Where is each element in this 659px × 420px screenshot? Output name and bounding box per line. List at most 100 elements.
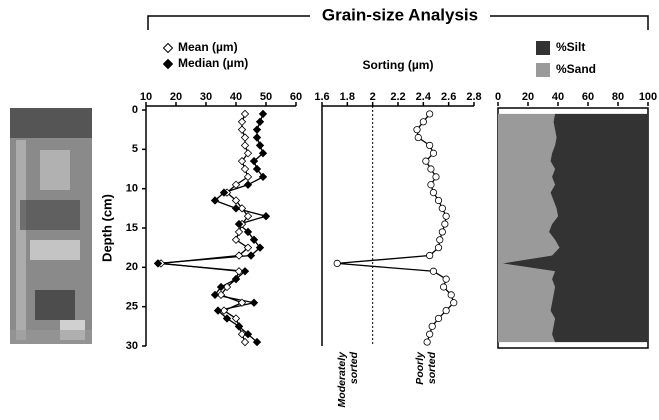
marker	[333, 259, 341, 267]
x-tick-label: 2.6	[441, 91, 456, 103]
x-tick-label: 100	[639, 91, 657, 103]
marker	[219, 306, 229, 315]
x-tick-label: 60	[290, 91, 302, 103]
marker	[237, 204, 247, 213]
marker	[429, 267, 438, 275]
y-axis-label: Depth (cm)	[99, 194, 114, 262]
x-tick-label: 10	[140, 91, 152, 103]
legend-swatch	[536, 41, 550, 55]
marker	[222, 314, 232, 323]
marker	[240, 337, 250, 347]
marker	[252, 337, 262, 347]
marker	[243, 212, 253, 221]
marker	[423, 338, 431, 346]
marker	[237, 117, 247, 126]
annotation: Moderately	[336, 351, 348, 408]
legend-label: Median (µm)	[178, 56, 248, 70]
marker	[213, 306, 223, 315]
x-tick-label: 60	[582, 91, 594, 103]
marker	[234, 267, 244, 276]
y-tick-label: 15	[126, 222, 138, 234]
marker	[426, 110, 434, 118]
y-tick-label: 30	[126, 340, 138, 352]
area	[498, 113, 560, 343]
marker	[258, 149, 268, 158]
marker	[249, 235, 259, 244]
marker	[426, 330, 434, 338]
marker	[231, 314, 241, 323]
x-tick-label: 2.8	[466, 91, 481, 103]
x-tick-label: 2.2	[390, 91, 405, 103]
title-bracket	[147, 15, 649, 30]
y-tick-label: 20	[126, 261, 138, 273]
marker	[427, 181, 435, 189]
marker	[243, 243, 253, 252]
marker	[240, 267, 250, 276]
annotation: Poorly	[414, 351, 426, 385]
marker	[419, 118, 427, 126]
series-line	[337, 113, 455, 343]
x-tick-label: 20	[522, 91, 534, 103]
marker	[234, 219, 244, 229]
marker	[450, 299, 458, 307]
marker	[252, 133, 262, 142]
x-tick-label: 1.8	[340, 91, 355, 103]
marker	[441, 220, 449, 228]
marker	[240, 109, 250, 119]
area	[502, 113, 648, 343]
x-tick-label: 50	[260, 91, 272, 103]
legend-label: %Silt	[556, 40, 585, 54]
marker	[447, 291, 455, 299]
marker	[442, 212, 450, 220]
marker	[240, 133, 250, 142]
marker	[249, 298, 259, 307]
marker	[258, 172, 268, 182]
marker	[438, 228, 446, 236]
marker	[243, 227, 253, 237]
marker	[426, 141, 434, 149]
marker	[434, 196, 443, 205]
marker	[439, 283, 448, 291]
marker	[249, 156, 259, 166]
figure-title: Grain-size Analysis	[322, 5, 478, 24]
marker	[234, 227, 244, 237]
marker	[429, 149, 438, 157]
series-line	[160, 113, 250, 343]
marker	[237, 298, 247, 307]
x-axis-label: Sorting (µm)	[363, 58, 434, 72]
marker	[261, 212, 271, 221]
marker	[243, 149, 253, 158]
legend-label: Mean (µm)	[178, 40, 238, 54]
marker	[231, 274, 241, 284]
marker	[442, 275, 450, 283]
marker	[255, 117, 265, 126]
marker	[414, 133, 422, 142]
x-tick-label: 80	[612, 91, 624, 103]
marker	[258, 109, 268, 119]
marker	[240, 141, 250, 150]
marker	[434, 314, 443, 323]
marker	[234, 251, 244, 260]
marker	[427, 165, 435, 173]
marker	[231, 196, 241, 205]
x-tick-label: 30	[200, 91, 212, 103]
x-tick-label: 2	[370, 91, 376, 103]
marker	[231, 180, 241, 189]
marker	[240, 164, 250, 174]
marker	[429, 189, 438, 197]
marker	[243, 180, 253, 189]
marker	[234, 322, 244, 331]
marker	[413, 126, 421, 134]
marker	[237, 156, 247, 166]
x-tick-label: 40	[552, 91, 564, 103]
marker	[219, 188, 229, 197]
y-tick-label: 0	[132, 104, 138, 116]
marker	[210, 290, 220, 300]
marker	[216, 282, 226, 292]
marker	[422, 157, 430, 165]
legend-marker	[162, 58, 174, 70]
marker	[255, 141, 265, 150]
x-tick-label: 40	[230, 91, 242, 103]
marker	[442, 306, 450, 315]
